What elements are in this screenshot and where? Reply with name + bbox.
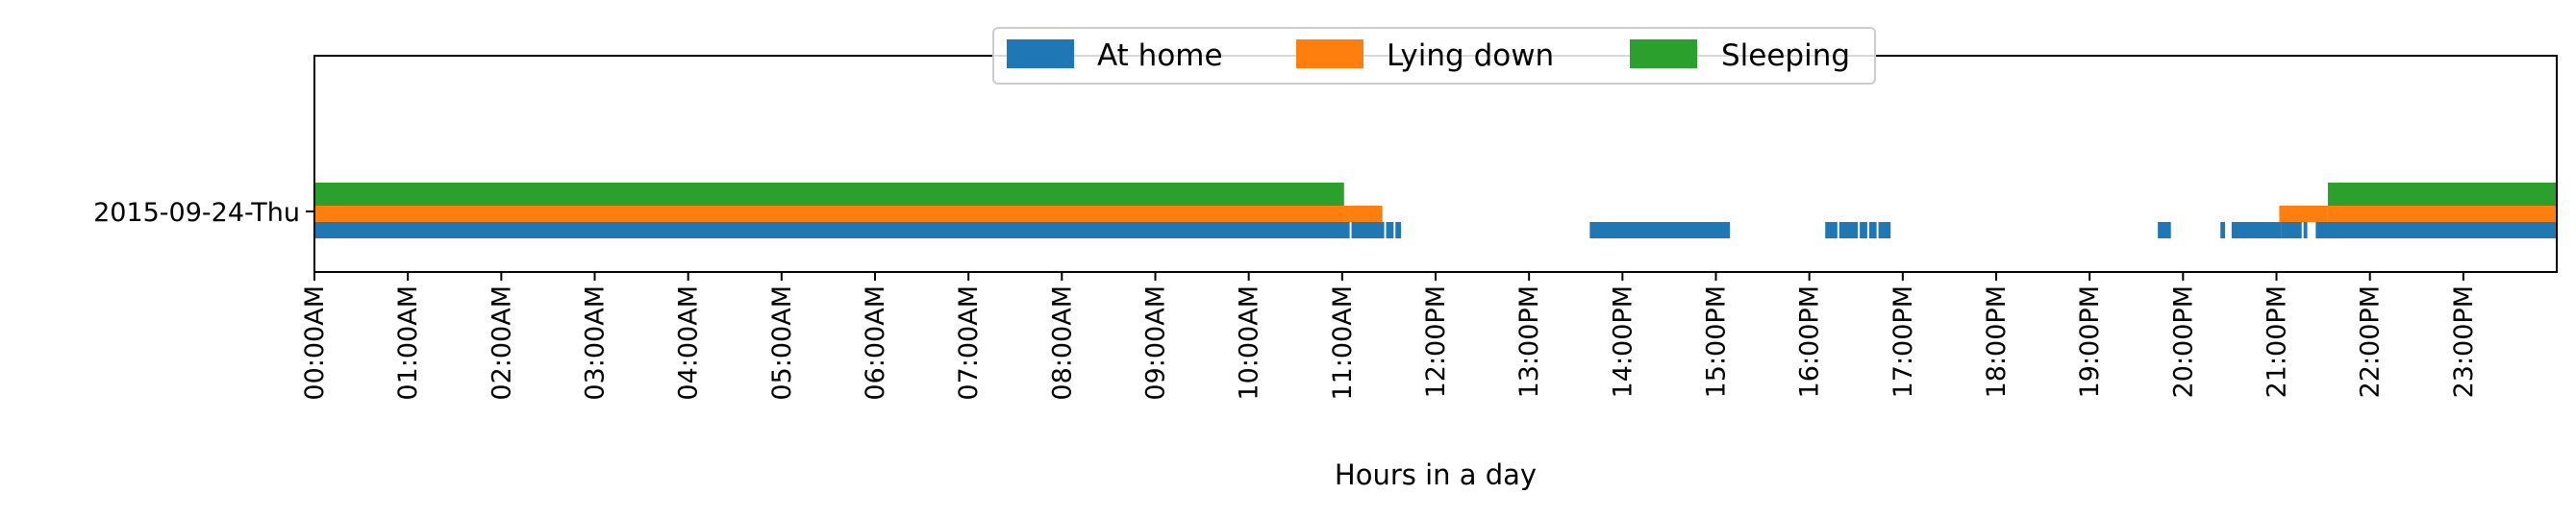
at-home-legend-swatch bbox=[1007, 39, 1074, 68]
axes: 00:00AM 01:00AM 02:00AM 03:00AM 04:00AM 05:00… bbox=[300, 55, 2558, 401]
x-tick-label: 06:00AM bbox=[861, 285, 890, 401]
x-tick-label: 13:00PM bbox=[1514, 285, 1544, 398]
sleeping-legend-label: Sleeping bbox=[1721, 38, 1850, 73]
x-tick-label: 04:00AM bbox=[674, 285, 704, 401]
x-tick-label: 19:00PM bbox=[2075, 285, 2105, 398]
sleeping-bar-0 bbox=[314, 183, 1344, 206]
x-tick-label: 15:00PM bbox=[1702, 285, 1732, 398]
lying-down-bar-2 bbox=[2327, 206, 2557, 222]
lying-down-legend-label: Lying down bbox=[1387, 38, 1554, 73]
x-tick-label: 21:00PM bbox=[2263, 285, 2292, 398]
at-home-bar-11 bbox=[2220, 222, 2226, 238]
x-tick-label: 17:00PM bbox=[1888, 285, 1918, 398]
legend: At home Lying down Sleeping bbox=[992, 27, 1876, 85]
at-home-legend-label: At home bbox=[1097, 38, 1223, 73]
x-tick-label: 01:00AM bbox=[393, 285, 423, 401]
at-home-bar-2 bbox=[1386, 222, 1394, 238]
y-tick-label: 2015-09-24-Thu bbox=[93, 198, 300, 228]
at-home-bar-7 bbox=[1860, 222, 1867, 238]
x-tick-label: 16:00PM bbox=[1795, 285, 1825, 398]
x-axis-label: Hours in a day bbox=[1335, 458, 1537, 491]
lying-down-bar-0 bbox=[314, 206, 1383, 222]
at-home-bar-12 bbox=[2231, 222, 2282, 238]
x-tick-label: 03:00AM bbox=[581, 285, 611, 401]
at-home-bar-15 bbox=[2315, 222, 2557, 238]
x-tick-label: 00:00AM bbox=[300, 285, 330, 401]
lying-down-bar-1 bbox=[2279, 206, 2328, 222]
at-home-bar-5 bbox=[1825, 222, 1838, 238]
sleeping-legend-swatch bbox=[1630, 39, 1697, 68]
x-tick-label: 23:00PM bbox=[2449, 285, 2479, 398]
x-tick-label: 14:00PM bbox=[1608, 285, 1638, 398]
at-home-bar-1 bbox=[1351, 222, 1385, 238]
plot-frame bbox=[313, 55, 2558, 273]
at-home-bar-0 bbox=[314, 222, 1350, 238]
at-home-bar-3 bbox=[1395, 222, 1402, 238]
plot-area bbox=[314, 183, 2557, 238]
at-home-bar-13 bbox=[2281, 222, 2302, 238]
x-tick-label: 10:00AM bbox=[1235, 285, 1264, 401]
lying-down-legend-swatch bbox=[1296, 39, 1363, 68]
at-home-bar-9 bbox=[1878, 222, 1891, 238]
x-tick-label: 11:00AM bbox=[1328, 285, 1358, 401]
at-home-bar-6 bbox=[1838, 222, 1859, 238]
x-tick-label: 12:00PM bbox=[1421, 285, 1451, 398]
at-home-bar-4 bbox=[1589, 222, 1731, 238]
x-tick-label: 08:00AM bbox=[1047, 285, 1077, 401]
x-tick-label: 07:00AM bbox=[954, 285, 984, 401]
x-tick-label: 18:00PM bbox=[1982, 285, 2012, 398]
at-home-bar-10 bbox=[2158, 222, 2171, 238]
at-home-bar-8 bbox=[1868, 222, 1877, 238]
sleeping-bar-1 bbox=[2327, 183, 2557, 206]
x-tick-label: 02:00AM bbox=[487, 285, 516, 401]
x-tick-label: 09:00AM bbox=[1141, 285, 1171, 401]
x-tick-label: 22:00PM bbox=[2356, 285, 2386, 398]
at-home-bar-14 bbox=[2303, 222, 2308, 238]
x-tick-label: 05:00AM bbox=[767, 285, 797, 401]
x-tick-label: 20:00PM bbox=[2168, 285, 2198, 398]
